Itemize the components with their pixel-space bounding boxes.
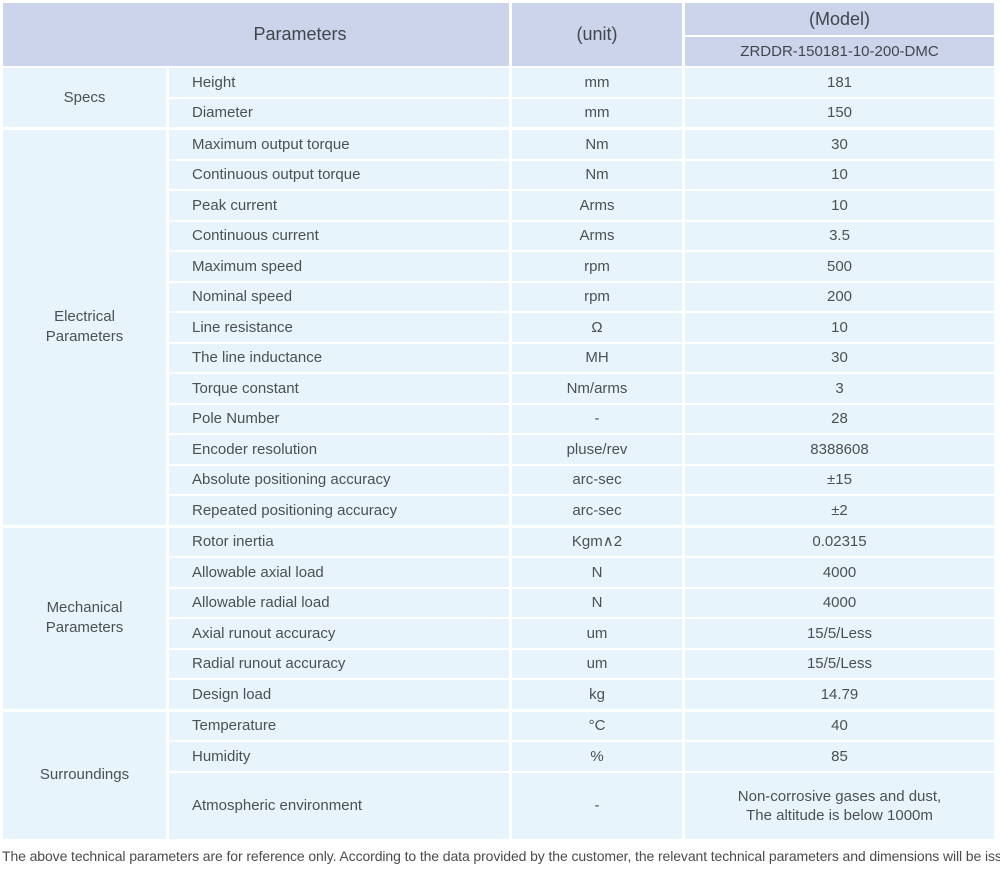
param-name: The line inductance (169, 343, 509, 372)
param-name: Diameter (169, 98, 509, 127)
param-value: ±15 (685, 465, 994, 494)
param-value: 15/5/Less (685, 619, 994, 648)
param-unit: mm (512, 68, 682, 97)
param-unit: % (512, 742, 682, 771)
param-name: Atmospheric environment (169, 772, 509, 839)
param-value: Non-corrosive gases and dust, The altitu… (685, 772, 994, 839)
header-model-column: (Model) ZRDDR-150181-10-200-DMC (685, 3, 994, 66)
param-name: Radial runout accuracy (169, 649, 509, 678)
header-model-number: ZRDDR-150181-10-200-DMC (685, 37, 994, 66)
section-label-mechanical-parameters: Mechanical Parameters (3, 527, 166, 709)
param-value: 4000 (685, 588, 994, 617)
param-value: ±2 (685, 496, 994, 525)
section-label-electrical-parameters: Electrical Parameters (3, 130, 166, 525)
param-name: Pole Number (169, 404, 509, 433)
param-name: Axial runout accuracy (169, 619, 509, 648)
header-model: (Model) (685, 3, 994, 35)
param-name: Continuous current (169, 221, 509, 250)
param-value: 10 (685, 160, 994, 189)
param-unit: rpm (512, 252, 682, 281)
param-name: Line resistance (169, 313, 509, 342)
param-unit: Nm (512, 130, 682, 159)
param-name: Continuous output torque (169, 160, 509, 189)
param-name: Torque constant (169, 374, 509, 403)
parameters-table: Parameters (unit) (Model) ZRDDR-150181-1… (3, 3, 997, 839)
header-unit: (unit) (512, 3, 682, 66)
param-value: 40 (685, 711, 994, 740)
param-unit: Arms (512, 221, 682, 250)
param-unit: pluse/rev (512, 435, 682, 464)
param-name: Nominal speed (169, 282, 509, 311)
param-name: Peak current (169, 191, 509, 220)
param-value: 4000 (685, 558, 994, 587)
param-value: 15/5/Less (685, 649, 994, 678)
param-value: 181 (685, 68, 994, 97)
param-unit: - (512, 404, 682, 433)
section-surroundings: Surroundings Temperature °C 40 Humidity% 85 At… (3, 711, 997, 839)
param-name: Maximum output torque (169, 130, 509, 159)
param-value: 30 (685, 343, 994, 372)
param-value: 3.5 (685, 221, 994, 250)
param-unit: Nm (512, 160, 682, 189)
param-value: 85 (685, 742, 994, 771)
param-value: 8388608 (685, 435, 994, 464)
section-electrical-parameters: Electrical Parameters Maximum output torq… (3, 130, 997, 525)
param-name: Maximum speed (169, 252, 509, 281)
param-unit: Ω (512, 313, 682, 342)
param-value: 0.02315 (685, 527, 994, 556)
footer-note: The above technical parameters are for r… (2, 847, 1000, 864)
param-unit: N (512, 558, 682, 587)
param-unit: mm (512, 98, 682, 127)
param-name: Absolute positioning accuracy (169, 465, 509, 494)
table-header: Parameters (unit) (Model) ZRDDR-150181-1… (3, 3, 997, 66)
param-name: Encoder resolution (169, 435, 509, 464)
param-value: 150 (685, 98, 994, 127)
param-value: 28 (685, 404, 994, 433)
param-unit: Kgm∧2 (512, 527, 682, 556)
section-mechanical-parameters: Mechanical Parameters Rotor inertia Kgm∧2 0… (3, 527, 997, 709)
section-label-surroundings: Surroundings (3, 711, 166, 839)
table-sections: Specs Height mm 181 Diameter mm 150 Electrical … (3, 68, 997, 839)
param-value: 14.79 (685, 680, 994, 709)
param-unit: - (512, 772, 682, 839)
param-name: Allowable radial load (169, 588, 509, 617)
param-unit: rpm (512, 282, 682, 311)
param-unit: Nm/arms (512, 374, 682, 403)
param-unit: kg (512, 680, 682, 709)
param-unit: Arms (512, 191, 682, 220)
header-parameters: Parameters (3, 3, 509, 66)
param-unit: MH (512, 343, 682, 372)
param-unit: arc-sec (512, 465, 682, 494)
param-value: 10 (685, 313, 994, 342)
param-name: Rotor inertia (169, 527, 509, 556)
section-specs: Specs Height mm 181 Diameter mm 150 (3, 68, 997, 127)
param-value: 200 (685, 282, 994, 311)
param-unit: °C (512, 711, 682, 740)
param-name: Height (169, 68, 509, 97)
param-name: Temperature (169, 711, 509, 740)
param-unit: N (512, 588, 682, 617)
param-value: 500 (685, 252, 994, 281)
param-value: 3 (685, 374, 994, 403)
param-name: Humidity (169, 742, 509, 771)
param-unit: um (512, 619, 682, 648)
param-unit: um (512, 649, 682, 678)
param-name: Design load (169, 680, 509, 709)
param-value: 30 (685, 130, 994, 159)
param-value: 10 (685, 191, 994, 220)
param-name: Allowable axial load (169, 558, 509, 587)
section-label-specs: Specs (3, 68, 166, 127)
param-unit: arc-sec (512, 496, 682, 525)
param-name: Repeated positioning accuracy (169, 496, 509, 525)
